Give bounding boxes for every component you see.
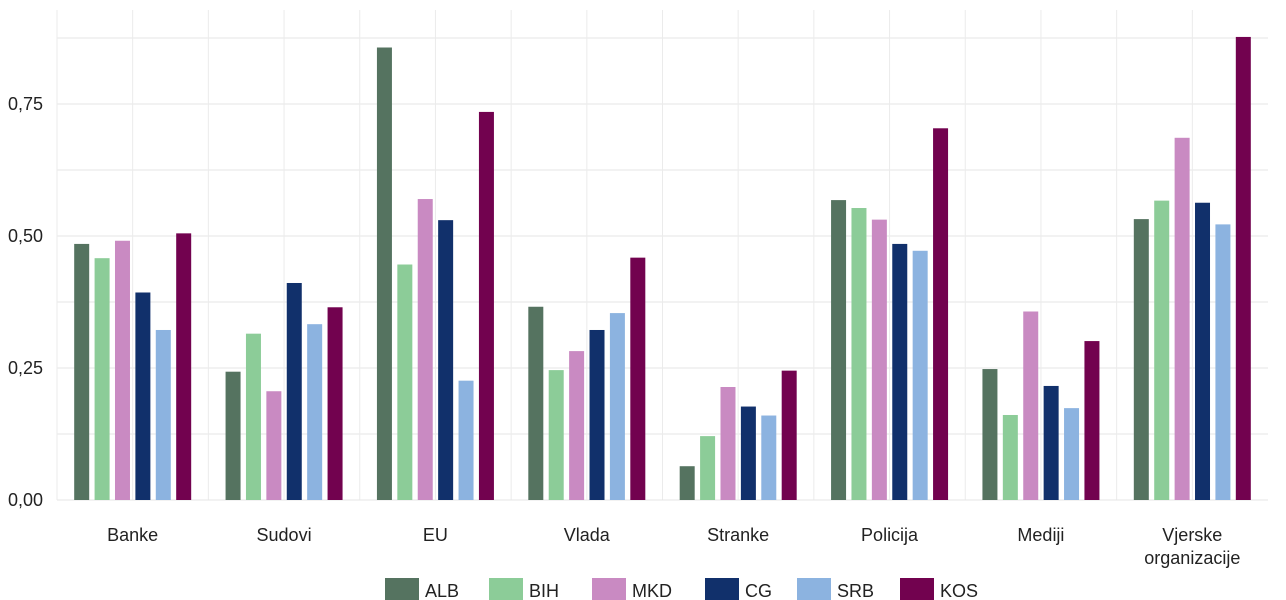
bar-bih-7 [1154,200,1170,500]
bar-srb-0 [155,329,171,500]
bar-cg-5 [892,243,908,501]
bar-bih-4 [700,436,716,500]
bar-mkd-7 [1174,137,1190,501]
bar-cg-3 [589,329,605,500]
bar-alb-5 [831,200,847,500]
legend-item-kos: KOS [900,578,978,600]
bar-cg-4 [740,406,756,500]
bar-alb-0 [74,243,90,501]
legend-swatch [797,578,831,600]
legend-swatch [705,578,739,600]
bar-mkd-2 [417,199,433,501]
legend-swatch [900,578,934,600]
x-tick-label: Banke [107,525,158,545]
bar-cg-0 [135,292,151,500]
bar-mkd-4 [720,387,736,500]
bar-mkd-6 [1023,311,1039,500]
legend-label: CG [745,581,772,600]
bar-kos-7 [1235,36,1251,500]
x-tick-label: Stranke [707,525,769,545]
bar-kos-4 [781,370,797,500]
bar-srb-4 [761,415,777,500]
bar-srb-5 [912,250,928,500]
bar-alb-1 [225,371,241,500]
legend-label: BIH [529,581,559,600]
bar-kos-2 [478,111,494,501]
x-tick-label: Mediji [1017,525,1064,545]
bar-mkd-0 [114,240,130,500]
bar-bih-5 [851,208,867,501]
bar-mkd-1 [266,391,282,500]
y-axis-ticks: 0,00 0,25 0,50 0,75 [8,94,43,510]
bar-kos-0 [176,233,192,501]
bar-alb-2 [376,47,392,501]
bar-bih-3 [548,370,564,500]
legend-swatch [489,578,523,600]
legend-item-alb: ALB [385,578,459,600]
x-tick-label: EU [423,525,448,545]
bar-cg-1 [286,282,302,500]
bar-bih-0 [94,258,110,500]
bar-mkd-3 [569,351,585,500]
bar-mkd-5 [871,219,887,500]
legend-swatch [385,578,419,600]
bar-alb-7 [1133,219,1149,500]
bars [74,36,1251,501]
bar-srb-2 [458,380,474,500]
legend: ALB BIH MKD CG SRB KOS [385,578,978,600]
bar-kos-3 [630,257,646,500]
legend-item-mkd: MKD [592,578,672,600]
grid-lines [56,10,1268,501]
bar-srb-6 [1064,408,1080,500]
y-tick-label: 0,50 [8,226,43,246]
bar-bih-2 [397,264,413,500]
legend-label: ALB [425,581,459,600]
legend-item-srb: SRB [797,578,874,600]
bar-kos-1 [327,307,343,500]
x-axis-ticks: Banke Sudovi EU Vlada Stranke Policija Mediji V… [107,525,1240,568]
legend-item-bih: BIH [489,578,559,600]
legend-label: SRB [837,581,874,600]
bar-cg-7 [1195,202,1211,500]
legend-swatch [592,578,626,600]
bar-alb-4 [679,466,695,500]
legend-label: MKD [632,581,672,600]
bar-cg-6 [1043,385,1059,500]
bar-cg-2 [438,220,454,500]
bar-srb-7 [1215,224,1231,500]
bar-srb-1 [307,324,323,500]
bar-bih-6 [1002,414,1018,500]
bar-kos-6 [1084,341,1100,500]
x-tick-label: Vjerske organizacije [1144,525,1240,568]
bar-alb-6 [982,369,998,500]
legend-item-cg: CG [705,578,772,600]
y-tick-label: 0,25 [8,358,43,378]
x-tick-label: Vlada [564,525,611,545]
x-tick-label: Sudovi [257,525,312,545]
bar-bih-1 [245,333,261,500]
bar-kos-5 [933,128,949,500]
y-tick-label: 0,00 [8,490,43,510]
bar-srb-3 [609,313,625,500]
bar-alb-3 [528,306,544,500]
x-tick-label: Policija [861,525,919,545]
y-tick-label: 0,75 [8,94,43,114]
legend-label: KOS [940,581,978,600]
